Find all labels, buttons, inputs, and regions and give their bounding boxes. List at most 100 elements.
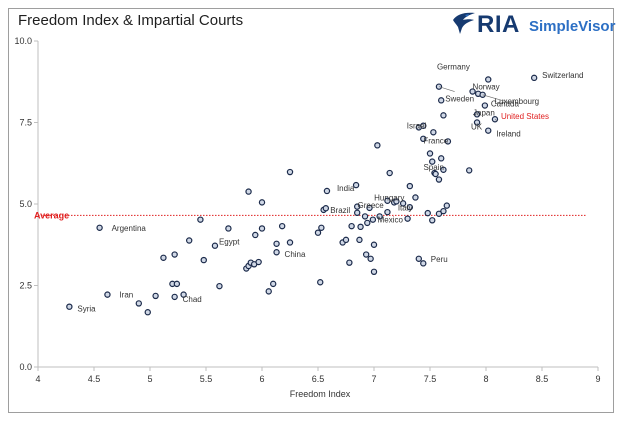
data-point	[366, 204, 373, 212]
point-label: Italy	[398, 203, 413, 212]
data-point	[317, 279, 324, 286]
data-point	[352, 181, 360, 189]
point-label: UK	[471, 123, 483, 132]
data-point	[443, 202, 450, 209]
data-point	[435, 210, 443, 217]
average-layer: Average	[34, 210, 587, 220]
point-label: France	[423, 136, 448, 145]
point-label: Norway	[473, 83, 500, 92]
data-point	[216, 282, 223, 290]
data-point	[346, 259, 353, 266]
data-point	[348, 222, 355, 230]
point-label: Syria	[77, 305, 96, 314]
data-point	[370, 268, 378, 276]
leader-line	[494, 118, 498, 122]
data-point	[473, 119, 481, 126]
data-point	[160, 254, 167, 261]
labels-layer: Syria Argentina Iran Chad Egypt China India Bra…	[77, 63, 583, 314]
data-point	[404, 215, 411, 222]
data-point	[104, 291, 111, 298]
data-point	[173, 280, 181, 288]
data-point	[384, 197, 391, 204]
data-point	[265, 288, 272, 295]
data-point	[438, 97, 445, 104]
data-point	[424, 209, 431, 217]
y-tick-label: 7.5	[19, 118, 32, 128]
data-point	[384, 208, 391, 216]
leader-line	[438, 86, 455, 92]
point-label: India	[337, 184, 355, 193]
data-point	[273, 249, 280, 256]
data-point	[367, 255, 374, 262]
data-point	[432, 170, 439, 178]
point-label: United States	[501, 112, 549, 121]
data-point	[481, 102, 489, 109]
point-label: Brazil	[330, 206, 350, 215]
data-point	[438, 155, 445, 162]
eagle-logo-icon	[453, 12, 475, 34]
data-point	[444, 138, 452, 145]
data-point	[406, 204, 414, 211]
x-tick-label: 5	[147, 374, 152, 384]
x-tick-label: 7.5	[424, 374, 437, 384]
data-point	[278, 222, 286, 230]
data-point	[200, 256, 207, 264]
data-point	[415, 255, 422, 262]
data-point	[314, 229, 322, 236]
data-point	[96, 224, 103, 231]
chart-frame	[8, 8, 614, 413]
data-point	[286, 168, 294, 176]
point-label: Japan	[473, 108, 495, 117]
point-label: Mexico	[378, 215, 404, 224]
data-point	[393, 198, 400, 205]
point-label: Luxembourg	[495, 97, 539, 106]
data-point	[255, 258, 262, 266]
data-point	[362, 251, 370, 258]
y-tick-label: 5.0	[19, 199, 32, 209]
x-tick-label: 4	[35, 374, 40, 384]
data-point	[144, 309, 151, 316]
point-label: Iran	[119, 291, 133, 300]
data-point	[369, 216, 377, 223]
logo-text-ria: RIA	[477, 11, 520, 38]
data-point	[171, 251, 178, 258]
point-label: Hungary	[374, 193, 404, 202]
data-point	[185, 237, 193, 244]
data-point	[485, 76, 492, 83]
data-point	[322, 205, 330, 212]
data-point	[469, 88, 476, 95]
data-point	[412, 194, 419, 201]
point-label: Sweden	[445, 94, 474, 103]
data-point	[225, 225, 232, 232]
data-point	[180, 291, 187, 298]
data-point	[364, 219, 371, 227]
data-point	[66, 303, 73, 310]
data-point	[252, 231, 259, 239]
average-label: Average	[34, 210, 69, 220]
leader-line	[482, 94, 511, 104]
data-point	[386, 169, 393, 177]
x-tick-label: 9	[595, 374, 600, 384]
data-point	[429, 158, 436, 165]
data-point	[376, 213, 383, 220]
data-point	[440, 207, 447, 215]
data-point	[258, 225, 266, 232]
data-point	[211, 242, 219, 249]
logo-text-simplevisor: SimpleVisor	[529, 18, 616, 35]
data-point	[473, 111, 481, 118]
data-point	[440, 166, 447, 173]
data-point	[420, 260, 427, 267]
x-tick-label: 5.5	[200, 374, 213, 384]
point-label: Spain	[423, 163, 443, 172]
data-point	[430, 129, 437, 136]
data-point	[374, 142, 381, 149]
point-label: Egypt	[219, 238, 240, 247]
x-tick-label: 4.5	[88, 374, 101, 384]
x-tick-label: 8.5	[536, 374, 549, 384]
data-point	[357, 223, 364, 231]
point-label: China	[285, 250, 306, 259]
data-point	[406, 182, 414, 190]
chart-title: Freedom Index & Impartial Courts	[18, 12, 244, 29]
point-label: Switzerland	[542, 71, 583, 80]
